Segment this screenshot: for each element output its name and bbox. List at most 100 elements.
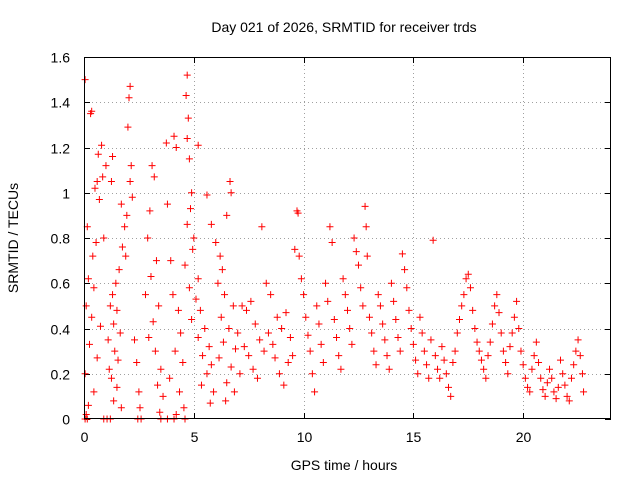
data-point — [107, 374, 115, 382]
data-point — [578, 370, 586, 378]
y-tick-label: 0.6 — [51, 276, 71, 292]
data-point — [188, 315, 196, 323]
data-point — [346, 325, 354, 332]
data-point — [180, 404, 188, 412]
plot-frame — [84, 57, 611, 419]
data-point — [546, 365, 554, 373]
y-tick-label: 1.2 — [51, 141, 71, 157]
data-point — [116, 329, 124, 337]
data-point — [133, 358, 141, 366]
data-point — [506, 343, 514, 351]
axis-ticks: 0 0.2 0.4 0.6 0.8 1 1.2 1.4 1.6 0 5 10 15 20 — [51, 50, 611, 445]
data-point — [387, 279, 395, 287]
data-point — [226, 177, 234, 185]
data-point — [197, 381, 205, 389]
data-point — [532, 338, 540, 346]
data-point — [561, 381, 569, 389]
data-point — [128, 193, 136, 201]
data-point — [317, 340, 325, 348]
data-point — [304, 331, 312, 339]
data-point — [425, 374, 433, 382]
data-point — [93, 177, 101, 185]
data-point — [508, 329, 516, 337]
data-point — [84, 275, 92, 283]
data-point — [194, 334, 202, 342]
data-point — [219, 338, 227, 346]
data-point — [471, 325, 479, 332]
data-point — [194, 275, 202, 283]
y-tick-label: 1 — [62, 186, 70, 202]
data-point — [392, 315, 400, 323]
data-point — [169, 291, 177, 299]
data-point — [306, 347, 314, 355]
data-point — [280, 381, 288, 389]
data-point — [258, 223, 266, 231]
data-point — [541, 392, 549, 400]
data-point — [530, 352, 538, 360]
data-point — [218, 266, 226, 274]
data-point — [206, 399, 214, 407]
data-point — [291, 245, 299, 253]
data-point — [151, 347, 159, 355]
data-point — [154, 381, 162, 389]
data-point — [240, 343, 248, 351]
data-point — [207, 220, 215, 228]
data-point — [311, 388, 319, 396]
data-point — [221, 291, 229, 299]
data-point — [155, 302, 163, 310]
y-tick-label: 1.6 — [51, 50, 71, 66]
data-point — [126, 177, 134, 185]
data-point — [326, 223, 334, 231]
data-point — [113, 306, 121, 314]
data-point — [486, 338, 494, 346]
y-tick-label: 0.8 — [51, 231, 71, 247]
data-point — [88, 313, 96, 321]
data-point — [146, 207, 154, 215]
data-point — [344, 306, 351, 314]
data-point — [455, 315, 463, 323]
data-point — [123, 211, 131, 219]
data-point — [559, 370, 567, 378]
data-point — [477, 356, 485, 364]
data-point — [451, 347, 459, 355]
data-point — [462, 275, 470, 283]
data-point — [144, 234, 152, 242]
data-point — [114, 356, 122, 364]
data-point — [440, 356, 448, 364]
data-point — [543, 379, 551, 387]
data-point — [497, 329, 505, 337]
data-point — [354, 261, 362, 269]
data-point — [370, 347, 378, 355]
data-point — [215, 354, 223, 362]
data-point — [135, 388, 143, 396]
data-point — [182, 91, 190, 99]
data-point — [260, 347, 268, 355]
data-point — [223, 211, 231, 219]
data-point — [82, 410, 90, 418]
data-point — [96, 322, 104, 330]
data-point — [271, 354, 279, 362]
data-point — [125, 94, 133, 102]
data-point — [89, 252, 97, 260]
data-point — [181, 261, 189, 269]
data-point — [333, 334, 341, 342]
data-point — [552, 395, 560, 403]
data-point — [88, 107, 96, 115]
data-point — [185, 155, 193, 163]
x-tick-label: 20 — [516, 429, 532, 445]
data-point — [238, 302, 246, 310]
data-point — [131, 336, 139, 344]
data-point — [363, 252, 371, 260]
data-point — [328, 239, 336, 247]
data-point — [210, 388, 218, 396]
data-point — [253, 374, 261, 382]
data-point — [152, 257, 160, 265]
data-point — [91, 184, 99, 192]
data-point — [403, 284, 411, 292]
data-point — [199, 352, 207, 360]
data-point — [100, 234, 108, 242]
data-point — [322, 279, 330, 287]
y-tick-label: 0.2 — [51, 367, 71, 383]
data-point — [185, 284, 193, 292]
data-point — [488, 320, 496, 328]
